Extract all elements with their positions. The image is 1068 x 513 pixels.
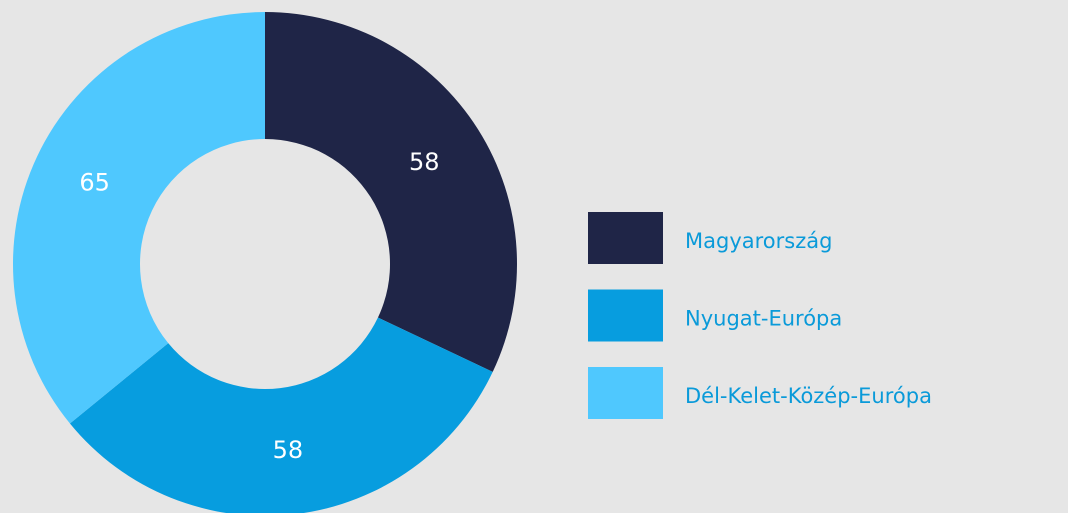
value-label: 58 [273, 436, 304, 464]
slice [265, 12, 517, 372]
slice [12, 12, 266, 424]
legend-swatch [588, 289, 663, 342]
legend-label: Nyugat-Európa [685, 307, 842, 331]
legend-swatch [588, 367, 663, 419]
value-label: 65 [79, 168, 110, 196]
legend-label: Magyarország [685, 229, 832, 253]
legend-swatch [588, 212, 663, 264]
legend-label: Dél-Kelet-Közép-Európa [685, 384, 932, 408]
slice [69, 317, 493, 513]
value-label: 58 [409, 148, 440, 176]
